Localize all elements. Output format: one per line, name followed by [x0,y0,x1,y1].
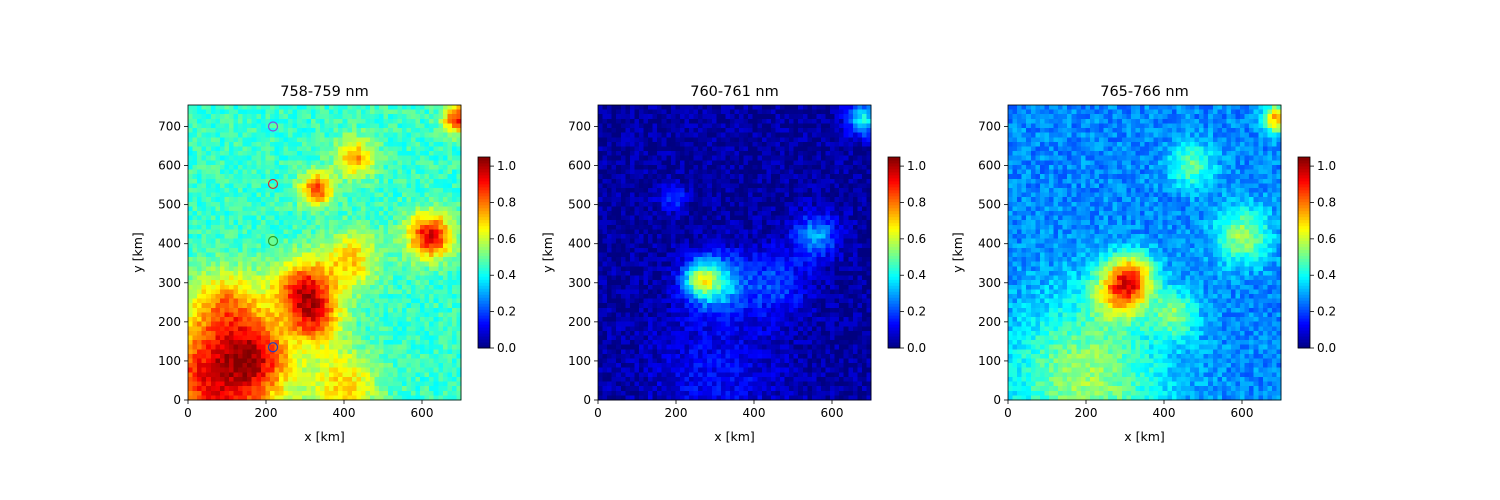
heatmap-panel-1: 758-759 nm 0 200 400 600 0 100 200 300 400 500 600 7… [130,84,516,444]
colorbar-tick-label: 0.0 [1317,341,1336,355]
axes-frame [597,104,872,401]
colorbar: 0.0 0.2 0.4 0.6 0.8 1.0 [477,156,516,355]
colorbar-tick-label: 0.2 [907,305,926,319]
x-tick-label: 0 [1004,406,1012,420]
y-tick-label: 700 [978,119,1001,133]
y-tick-label: 400 [568,237,591,251]
colorbar-tick-label: 0.0 [907,341,926,355]
y-tick-label: 0 [173,393,181,407]
y-tick-label: 400 [158,237,181,251]
y-tick-label: 300 [158,276,181,290]
chart-title: 765-766 nm [1100,84,1189,100]
x-tick-label: 200 [255,406,278,420]
colorbar-tick-label: 1.0 [497,159,516,173]
colorbar-tick-label: 0.4 [1317,268,1336,282]
heatmap-field [188,105,462,401]
y-tick-label: 400 [978,237,1001,251]
x-tick-label: 400 [1153,406,1176,420]
x-tick-label: 400 [333,406,356,420]
x-axis-label: x [km] [714,429,755,444]
heatmap-field [598,105,872,401]
marker-circle-3 [267,235,279,247]
y-tick-label: 600 [568,159,591,173]
x-tick-label: 600 [411,406,434,420]
axes-frame [187,104,462,401]
axes-frame [1007,104,1282,401]
y-tick-label: 500 [158,198,181,212]
colorbar-tick-label: 0.2 [1317,305,1336,319]
y-tick-label: 300 [568,276,591,290]
y-tick-label: 200 [158,315,181,329]
y-tick-label: 700 [158,119,181,133]
y-tick-label: 0 [993,393,1001,407]
colorbar: 0.0 0.2 0.4 0.6 0.8 1.0 [887,156,926,355]
heatmap-panel-2: 760-761 nm 0 200 400 600 0 100 200 300 400 500 600 7… [540,84,926,444]
y-tick-label: 100 [978,354,1001,368]
x-tick-label: 0 [594,406,602,420]
colorbar-tick-label: 0.6 [497,232,516,246]
marker-circle-4 [267,342,279,353]
marker-circle-2 [267,178,279,190]
y-tick-label: 300 [978,276,1001,290]
colorbar-tick-label: 0.8 [907,195,926,209]
colorbar-tick-label: 0.4 [497,268,516,282]
y-tick-label: 100 [568,354,591,368]
colorbar-tick-label: 1.0 [907,159,926,173]
colorbar-tick-label: 0.8 [497,195,516,209]
y-tick-label: 700 [568,119,591,133]
y-tick-label: 600 [978,159,1001,173]
x-tick-label: 400 [743,406,766,420]
colorbar-tick-label: 0.0 [497,341,516,355]
colorbar-tick-label: 1.0 [1317,159,1336,173]
heatmap-panel-3: 765-766 nm 0 200 400 600 0 100 200 300 400 500 600 7… [950,84,1336,444]
x-tick-label: 600 [821,406,844,420]
heatmap-field [1008,105,1282,401]
x-axis-label: x [km] [304,429,345,444]
x-tick-label: 0 [184,406,192,420]
x-axis-label: x [km] [1124,429,1165,444]
x-tick-label: 600 [1231,406,1254,420]
y-axis-label: y [km] [950,232,965,273]
colorbar-tick-label: 0.8 [1317,195,1336,209]
colorbar-tick-label: 0.6 [1317,232,1336,246]
colorbar-tick-label: 0.6 [907,232,926,246]
chart-title: 760-761 nm [690,84,779,100]
y-axis-label: y [km] [540,232,555,273]
y-tick-label: 100 [158,354,181,368]
colorbar: 0.0 0.2 0.4 0.6 0.8 1.0 [1297,156,1336,355]
y-axis-label: y [km] [130,232,145,273]
y-tick-label: 0 [583,393,591,407]
marker-circle-1 [267,121,279,132]
y-tick-label: 500 [978,198,1001,212]
x-tick-label: 200 [1075,406,1098,420]
colorbar-tick-label: 0.2 [497,305,516,319]
y-tick-label: 200 [568,315,591,329]
y-tick-label: 500 [568,198,591,212]
chart-title: 758-759 nm [280,84,369,100]
y-tick-label: 200 [978,315,1001,329]
x-tick-label: 200 [665,406,688,420]
colorbar-tick-label: 0.4 [907,268,926,282]
y-tick-label: 600 [158,159,181,173]
